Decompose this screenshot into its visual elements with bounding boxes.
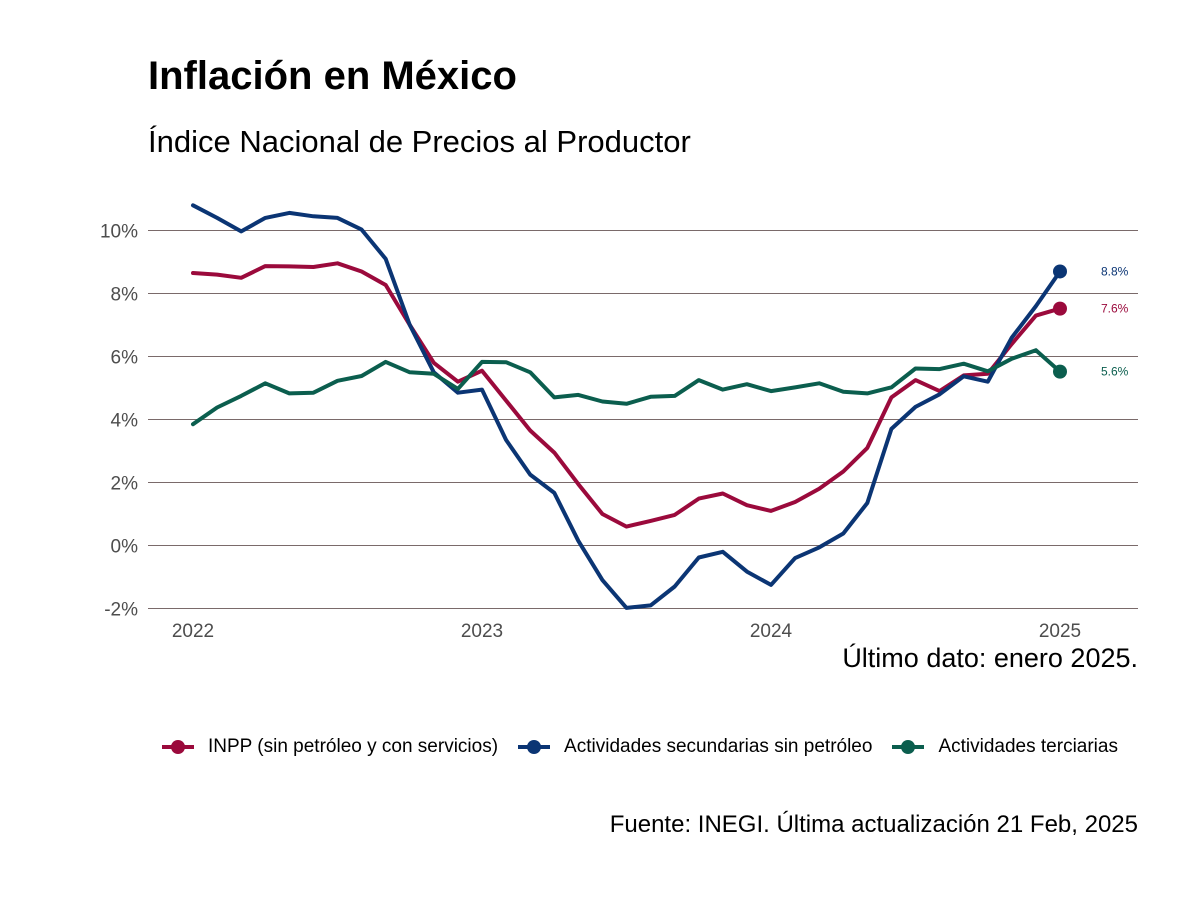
series-endpoints: 7.6% 8.8% 5.6% [1053,264,1129,379]
legend-swatch-secundarias [518,740,551,754]
series-line-2 [191,348,1062,427]
legend-label-inpp: INPP (sin petróleo y con servicios) [208,736,499,757]
series-end-label-2: 5.6% [1101,365,1129,379]
legend-item-secundarias: Actividades secundarias sin petróleo [516,736,872,758]
y-tick-label: 2% [111,474,139,495]
x-tick-label: 2024 [750,621,793,642]
y-tick-label: 6% [111,348,139,369]
legend-swatch-terciarias [892,740,925,754]
source-note: Fuente: INEGI. Última actualización 21 F… [609,811,1138,838]
series-line-0 [191,261,1062,529]
legend-label-terciarias: Actividades terciarias [938,736,1118,757]
y-tick-label: 4% [111,411,139,432]
legend-label-secundarias: Actividades secundarias sin petróleo [564,736,873,757]
chart-title: Inflación en México [148,54,517,98]
y-tick-label: 0% [111,537,139,558]
legend: INPP (sin petróleo y con servicios) Acti… [160,736,1136,758]
gridlines [148,230,1138,609]
series-end-label-1: 8.8% [1101,264,1129,278]
x-tick-label: 2022 [172,621,214,642]
series-endpoint-2 [1053,364,1067,379]
series-end-label-0: 7.6% [1101,302,1129,316]
series-lines [191,203,1062,610]
y-tick-label: 10% [100,222,138,243]
x-axis-tick-labels: 2022 2023 2024 2025 [172,621,1081,642]
y-tick-label: -2% [104,600,138,621]
chart-subtitle: Índice Nacional de Precios al Productor [148,124,691,159]
y-axis-tick-labels: -2% 0% 2% 4% 6% 8% 10% [100,222,138,621]
x-tick-label: 2025 [1039,621,1081,642]
legend-item-terciarias: Actividades terciarias [890,736,1118,758]
last-data-caption: Último dato: enero 2025. [842,643,1138,673]
legend-item-inpp: INPP (sin petróleo y con servicios) [160,736,498,758]
y-tick-label: 8% [111,285,139,306]
series-line-1 [191,203,1062,610]
x-tick-label: 2023 [461,621,503,642]
legend-swatch-inpp [162,740,194,754]
series-endpoint-1 [1053,264,1067,279]
series-endpoint-0 [1053,301,1067,316]
